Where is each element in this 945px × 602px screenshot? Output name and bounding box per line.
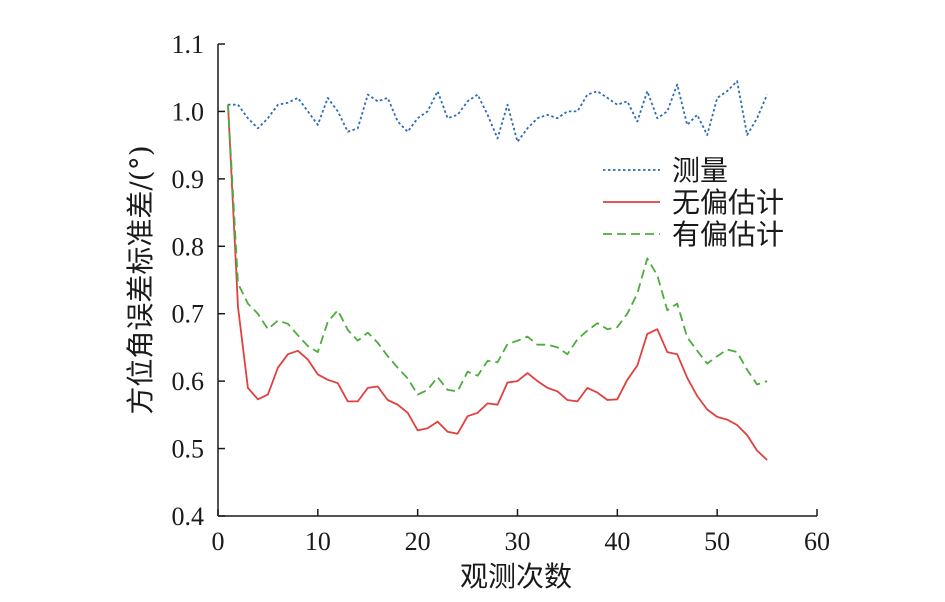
series-line-3 bbox=[227, 104, 768, 396]
x-tick-label: 60 bbox=[804, 527, 830, 556]
y-tick-label: 0.5 bbox=[172, 435, 205, 464]
tick-labels: 0 10 20 30 40 50 60 0.4 0.5 0.6 0.7 0.8 0.9 1.0 1.1 bbox=[172, 30, 831, 556]
tick-marks bbox=[217, 43, 818, 517]
series-layer bbox=[227, 80, 768, 461]
y-tick-label: 0.9 bbox=[172, 165, 205, 194]
series-line-1 bbox=[228, 80, 768, 143]
y-axis-title: 方位角误差标准差/(°) bbox=[124, 145, 157, 414]
y-tick-label: 1.0 bbox=[172, 97, 205, 126]
x-tick-label: 50 bbox=[704, 527, 730, 556]
legend-label-1: 测量 bbox=[672, 154, 728, 187]
legend-label-3: 有偏估计 bbox=[672, 218, 784, 251]
x-tick-label: 10 bbox=[305, 527, 331, 556]
axes bbox=[217, 44, 817, 517]
y-tick-label: 0.8 bbox=[172, 232, 205, 261]
y-tick-label: 1.1 bbox=[172, 30, 205, 59]
x-tick-label: 0 bbox=[212, 527, 225, 556]
series-line-2 bbox=[227, 104, 768, 461]
x-tick-label: 40 bbox=[604, 527, 630, 556]
x-tick-label: 30 bbox=[505, 527, 531, 556]
y-tick-label: 0.6 bbox=[172, 367, 205, 396]
x-tick-label: 20 bbox=[405, 527, 431, 556]
x-axis-title: 观测次数 bbox=[460, 560, 572, 593]
y-tick-label: 0.4 bbox=[172, 502, 205, 531]
legend-label-2: 无偏估计 bbox=[672, 186, 784, 219]
y-tick-label: 0.7 bbox=[172, 300, 205, 329]
